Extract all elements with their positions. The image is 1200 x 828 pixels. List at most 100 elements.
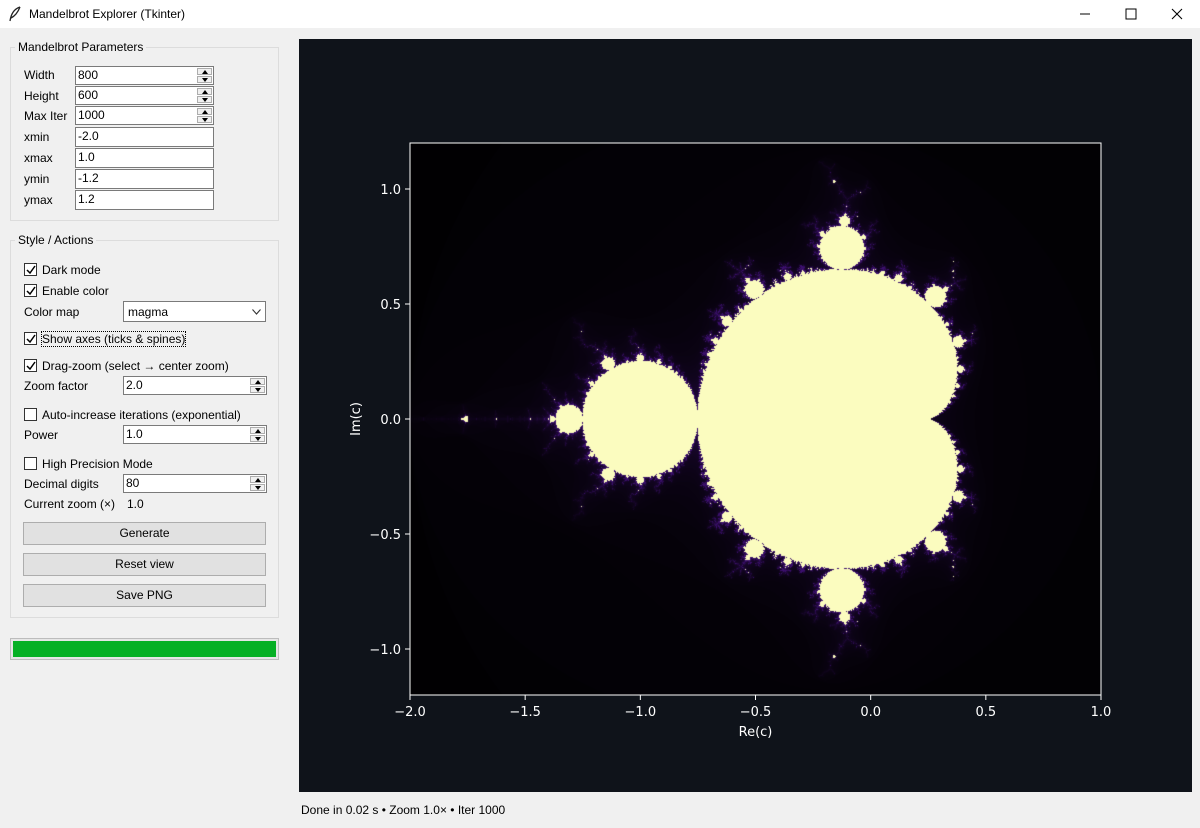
dark-mode-label[interactable]: Dark mode <box>42 263 101 277</box>
xmin-label: xmin <box>24 130 50 144</box>
high-precision-label[interactable]: High Precision Mode <box>42 457 153 471</box>
y-axis-label: Im(c) <box>349 402 364 436</box>
spin-down-icon <box>202 98 208 102</box>
x-axis-label: Re(c) <box>739 725 773 740</box>
checkmark-icon <box>26 265 36 275</box>
ymin-field[interactable]: -1.2 <box>75 169 214 189</box>
xmin-field[interactable]: -2.0 <box>75 127 214 147</box>
generate-button[interactable]: Generate <box>23 522 266 545</box>
max-iter-value: 1000 <box>78 108 105 122</box>
power-label: Power <box>24 428 59 442</box>
x-tick-label: −0.5 <box>740 705 772 720</box>
enable-color-label[interactable]: Enable color <box>42 284 109 298</box>
max-iter-up-button[interactable] <box>197 108 212 115</box>
title-bar: Mandelbrot Explorer (Tkinter) <box>0 0 1200 28</box>
spin-up-icon <box>255 429 261 433</box>
ymax-field[interactable]: 1.2 <box>75 190 214 210</box>
reset-view-button[interactable]: Reset view <box>23 553 266 576</box>
enable-color-checkbox[interactable] <box>24 284 37 297</box>
max-iter-down-button[interactable] <box>197 116 212 123</box>
spin-down-icon <box>202 118 208 122</box>
spin-up-icon <box>255 478 261 482</box>
spin-up-icon <box>202 110 208 114</box>
height-label: Height <box>24 89 59 103</box>
current-zoom-label: Current zoom (×) <box>24 497 116 511</box>
mandelbrot-plot[interactable]: −2.0 −1.5 −1.0 −0.5 0.0 0.5 1.0 −1.0 −0.5 0.0 0.5 1… <box>299 39 1192 792</box>
status-bar: Done in 0.02 s • Zoom 1.0× • Iter 1000 <box>301 803 506 817</box>
power-spinbox[interactable]: 1.0 <box>123 425 267 444</box>
color-map-select[interactable]: magma <box>123 301 266 322</box>
width-up-button[interactable] <box>197 68 212 75</box>
max-iter-spinbox[interactable]: 1000 <box>75 106 214 125</box>
style-actions-group-title: Style / Actions <box>15 233 97 247</box>
minimize-button[interactable] <box>1062 0 1108 28</box>
power-up-button[interactable] <box>250 427 265 434</box>
auto-iter-checkbox[interactable] <box>24 408 37 421</box>
maximize-button[interactable] <box>1108 0 1154 28</box>
color-map-value: magma <box>128 305 169 319</box>
height-up-button[interactable] <box>197 88 212 95</box>
y-tick-label: −0.5 <box>369 528 401 543</box>
zoom-factor-up-button[interactable] <box>250 378 265 385</box>
y-tick-label: 0.0 <box>380 413 401 428</box>
y-tick-label: −1.0 <box>369 643 401 658</box>
x-tick-label: 0.0 <box>860 705 881 720</box>
width-spinbox[interactable]: 800 <box>75 66 214 85</box>
show-axes-checkbox[interactable] <box>24 332 37 345</box>
spin-down-icon <box>255 388 261 392</box>
ymax-label: ymax <box>24 193 53 207</box>
decimal-digits-up-button[interactable] <box>250 476 265 483</box>
width-down-button[interactable] <box>197 76 212 83</box>
maximize-icon <box>1125 8 1137 20</box>
progress-fill <box>13 641 276 657</box>
height-spinbox[interactable]: 600 <box>75 86 214 105</box>
chevron-down-icon[interactable] <box>252 309 261 315</box>
zoom-factor-down-button[interactable] <box>250 386 265 393</box>
decimal-digits-spinbox[interactable]: 80 <box>123 474 267 493</box>
checkmark-icon <box>26 361 36 371</box>
spin-down-icon <box>255 437 261 441</box>
width-value: 800 <box>78 68 99 82</box>
minimize-icon <box>1080 13 1090 15</box>
y-tick-label: 0.5 <box>380 298 401 313</box>
high-precision-checkbox[interactable] <box>24 457 37 470</box>
feather-icon <box>9 6 21 22</box>
decimal-digits-down-button[interactable] <box>250 484 265 491</box>
style-actions-group <box>10 240 279 618</box>
spin-up-icon <box>255 380 261 384</box>
height-down-button[interactable] <box>197 96 212 103</box>
drag-zoom-checkbox[interactable] <box>24 359 37 372</box>
plot-canvas[interactable]: −2.0 −1.5 −1.0 −0.5 0.0 0.5 1.0 −1.0 −0.5 0.0 0.5 1… <box>299 39 1192 792</box>
zoom-factor-label: Zoom factor <box>24 379 89 393</box>
show-axes-label[interactable]: Show axes (ticks & spines) <box>40 331 187 347</box>
max-iter-label: Max Iter <box>24 109 68 123</box>
mandelbrot-image <box>410 143 1101 695</box>
zoom-factor-spinbox[interactable]: 2.0 <box>123 376 267 395</box>
checkmark-icon <box>26 334 36 344</box>
drag-zoom-label[interactable]: Drag-zoom (select → center zoom) <box>42 359 229 373</box>
power-down-button[interactable] <box>250 435 265 442</box>
progress-bar <box>10 638 279 660</box>
xmax-label: xmax <box>24 151 53 165</box>
dark-mode-checkbox[interactable] <box>24 263 37 276</box>
close-icon <box>1171 8 1183 20</box>
x-tick-label: 1.0 <box>1091 705 1112 720</box>
decimal-digits-value: 80 <box>126 476 140 490</box>
close-button[interactable] <box>1154 0 1200 28</box>
spin-down-icon <box>255 486 261 490</box>
checkmark-icon <box>26 286 36 296</box>
xmax-field[interactable]: 1.0 <box>75 148 214 168</box>
color-map-label: Color map <box>24 305 80 319</box>
spin-up-icon <box>202 90 208 94</box>
save-png-button[interactable]: Save PNG <box>23 584 266 607</box>
ymin-label: ymin <box>24 172 50 186</box>
decimal-digits-label: Decimal digits <box>24 477 99 491</box>
height-value: 600 <box>78 88 99 102</box>
zoom-factor-value: 2.0 <box>126 378 143 392</box>
auto-iter-label[interactable]: Auto-increase iterations (exponential) <box>42 408 241 422</box>
current-zoom-value: 1.0 <box>127 497 144 511</box>
spin-down-icon <box>202 78 208 82</box>
spin-up-icon <box>202 70 208 74</box>
x-tick-label: 0.5 <box>975 705 996 720</box>
y-tick-label: 1.0 <box>380 183 401 198</box>
